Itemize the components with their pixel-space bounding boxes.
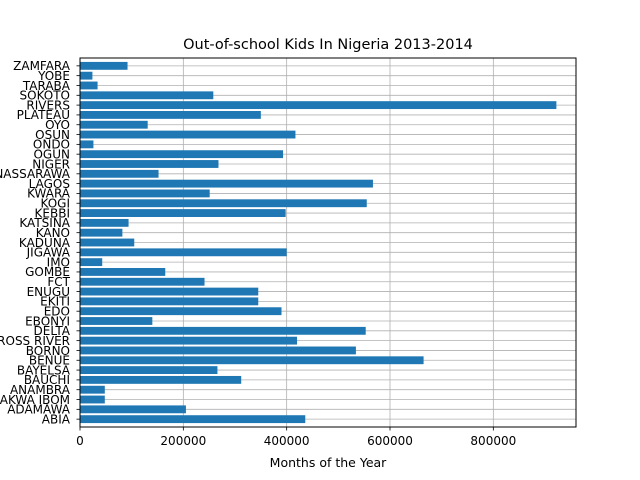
bar-enugu: [80, 287, 259, 296]
x-axis-label: Months of the Year: [270, 455, 387, 470]
y-tick-label: NIGER: [32, 157, 70, 171]
y-tick-label: GOMBE: [25, 265, 70, 279]
bar-niger: [80, 160, 219, 168]
bars: [80, 61, 557, 424]
bar-abia: [80, 415, 306, 424]
bar-plateau: [80, 110, 261, 119]
bar-zamfara: [80, 61, 128, 70]
bar-bauchi: [80, 375, 242, 384]
bar-borno: [80, 346, 356, 355]
x-tick-label: 200000: [160, 434, 206, 448]
bar-katsina: [80, 218, 129, 227]
bar-jigawa: [80, 248, 287, 257]
y-tick-label: LAGOS: [29, 177, 70, 191]
y-tick-label: FCT: [47, 275, 70, 289]
y-tick-label: KADUNA: [19, 236, 71, 250]
y-tick-label: KOGI: [41, 197, 71, 211]
bar-fct: [80, 277, 205, 286]
grid-lines: [79, 58, 576, 427]
bar-oyo: [80, 120, 148, 129]
bar-akwa-ibom: [80, 395, 105, 404]
plot-frame: [79, 57, 577, 428]
y-tick-label: TARABA: [22, 79, 71, 93]
bar-yobe: [80, 71, 93, 80]
bar-sokoto: [80, 91, 214, 100]
bar-cross-river: [80, 336, 297, 345]
y-tick-label: KANO: [36, 226, 70, 240]
y-tick-label: OYO: [45, 118, 70, 132]
y-tick-label: RIVERS: [26, 98, 70, 112]
x-tick-label: 0: [76, 434, 84, 448]
y-tick-label: BENUE: [29, 354, 70, 368]
y-tick-label: OSUN: [35, 128, 70, 142]
y-tick-label: DELTA: [34, 324, 71, 338]
bar-ogun: [80, 150, 284, 159]
x-tick-label: 400000: [264, 434, 310, 448]
bar-ebonyi: [80, 317, 153, 325]
bar-imo: [80, 258, 103, 267]
y-tick-label: ADAMAWA: [7, 403, 71, 417]
bar-edo: [80, 307, 282, 316]
y-tick-label: AKWA IBOM: [0, 393, 70, 407]
bar-ondo: [80, 140, 94, 149]
bar-anambra: [80, 385, 105, 394]
bar-ekiti: [80, 297, 259, 306]
y-tick-label: ONDO: [33, 138, 70, 152]
y-tick-label: NASSARAWA: [0, 167, 71, 181]
y-tick-label: YOBE: [37, 69, 70, 83]
bar-benue: [80, 356, 424, 365]
x-tick-labels: 0 200000 400000 600000 800000: [76, 427, 516, 448]
bar-lagos: [80, 179, 373, 188]
y-tick-label: ABIA: [42, 412, 71, 426]
y-tick-label: SOKOTO: [20, 89, 71, 103]
bar-adamawa: [80, 405, 186, 414]
y-tick-label: EDO: [44, 304, 70, 318]
y-tick-label: BORNO: [26, 344, 70, 358]
y-tick-label: EBONYI: [25, 314, 70, 328]
bar-taraba: [80, 81, 98, 90]
y-tick-label: CROSS RIVER: [0, 334, 70, 348]
y-tick-label: EKITI: [40, 295, 70, 309]
bar-nassarawa: [80, 169, 159, 178]
y-tick-label: PLATEAU: [17, 108, 70, 122]
bar-delta: [80, 326, 366, 335]
bar-kogi: [80, 199, 367, 208]
y-tick-label: ZAMFARA: [13, 59, 71, 73]
bar-bayelsa: [80, 366, 218, 375]
y-tick-label: JIGAWA: [26, 246, 71, 260]
bar-kwara: [80, 189, 210, 198]
bar-kaduna: [80, 238, 135, 247]
y-tick-label: IMO: [47, 255, 70, 269]
y-tick-label: BAUCHI: [24, 373, 70, 387]
y-tick-label: ENUGU: [27, 285, 70, 299]
y-tick-label: KATSINA: [19, 216, 70, 230]
bar-gombe: [80, 268, 166, 276]
bar-kano: [80, 228, 123, 237]
x-tick-label: 800000: [470, 434, 516, 448]
y-tick-label: BAYELSA: [17, 363, 71, 377]
y-tick-label: OGUN: [33, 147, 70, 161]
y-tick-label: KWARA: [27, 187, 71, 201]
bar-kebbi: [80, 209, 286, 217]
bar-rivers: [80, 101, 557, 110]
y-tick-label: KEBBI: [35, 206, 70, 220]
y-tick-label: ANAMBRA: [10, 383, 71, 397]
bar-osun: [80, 130, 296, 139]
chart-title: Out-of-school Kids In Nigeria 2013-2014: [183, 37, 473, 53]
x-tick-label: 600000: [367, 434, 413, 448]
